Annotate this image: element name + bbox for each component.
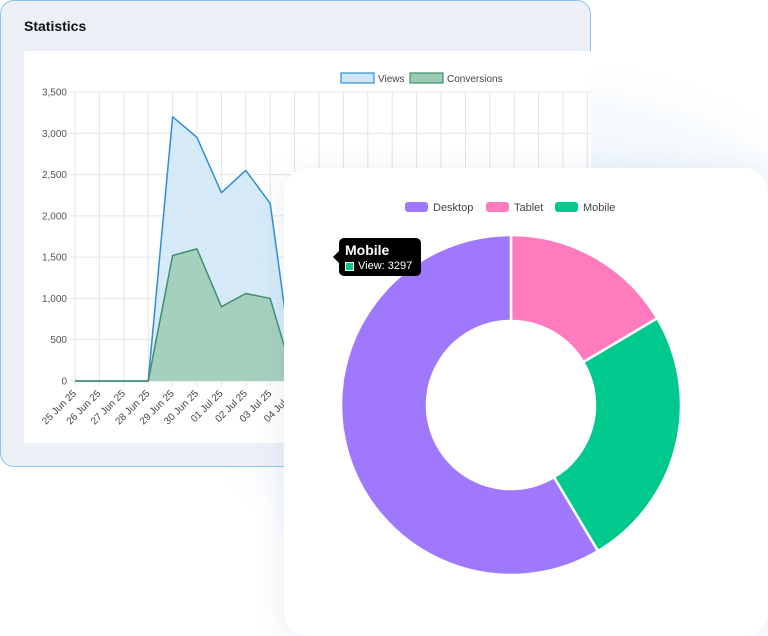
- legend-swatch-desktop: [405, 202, 428, 212]
- legend-swatch-views: [340, 72, 375, 84]
- donut-chart: Desktop Tablet Mobile: [339, 202, 683, 577]
- tooltip-title: Mobile: [345, 242, 390, 258]
- legend-swatch-tablet: [486, 202, 509, 212]
- legend-swatch-mobile: [555, 202, 578, 212]
- legend-label-views[interactable]: Views: [378, 74, 405, 85]
- y-tick-label: 1,500: [42, 253, 67, 264]
- y-tick-label: 2,500: [42, 170, 67, 181]
- donut-slice-mobile[interactable]: [552, 316, 683, 553]
- y-tick-label: 3,500: [42, 88, 67, 99]
- legend-label-desktop[interactable]: Desktop: [433, 202, 473, 214]
- y-tick-label: 500: [50, 335, 67, 346]
- legend-swatch-conversions: [409, 72, 444, 84]
- tooltip-row: View: 3297: [345, 259, 415, 273]
- legend-label-conversions[interactable]: Conversions: [447, 74, 503, 85]
- y-tick-label: 1,000: [42, 294, 67, 305]
- statistics-title: Statistics: [24, 18, 87, 34]
- y-tick-label: 2,000: [42, 211, 67, 222]
- tooltip-swatch: [345, 261, 354, 271]
- chart-tooltip: Mobile View: 3297: [333, 238, 421, 276]
- series-line-conversions: [75, 248, 296, 382]
- legend-label-tablet[interactable]: Tablet: [514, 202, 543, 214]
- y-tick-label: 0: [61, 377, 67, 388]
- donut-slice-desktop[interactable]: [339, 233, 600, 577]
- series-area-conversions: [75, 248, 295, 381]
- y-tick-label: 3,000: [42, 129, 67, 140]
- legend-label-mobile[interactable]: Mobile: [583, 202, 615, 214]
- tooltip-value: View: 3297: [358, 260, 413, 272]
- donut-slice-tablet[interactable]: [509, 233, 659, 364]
